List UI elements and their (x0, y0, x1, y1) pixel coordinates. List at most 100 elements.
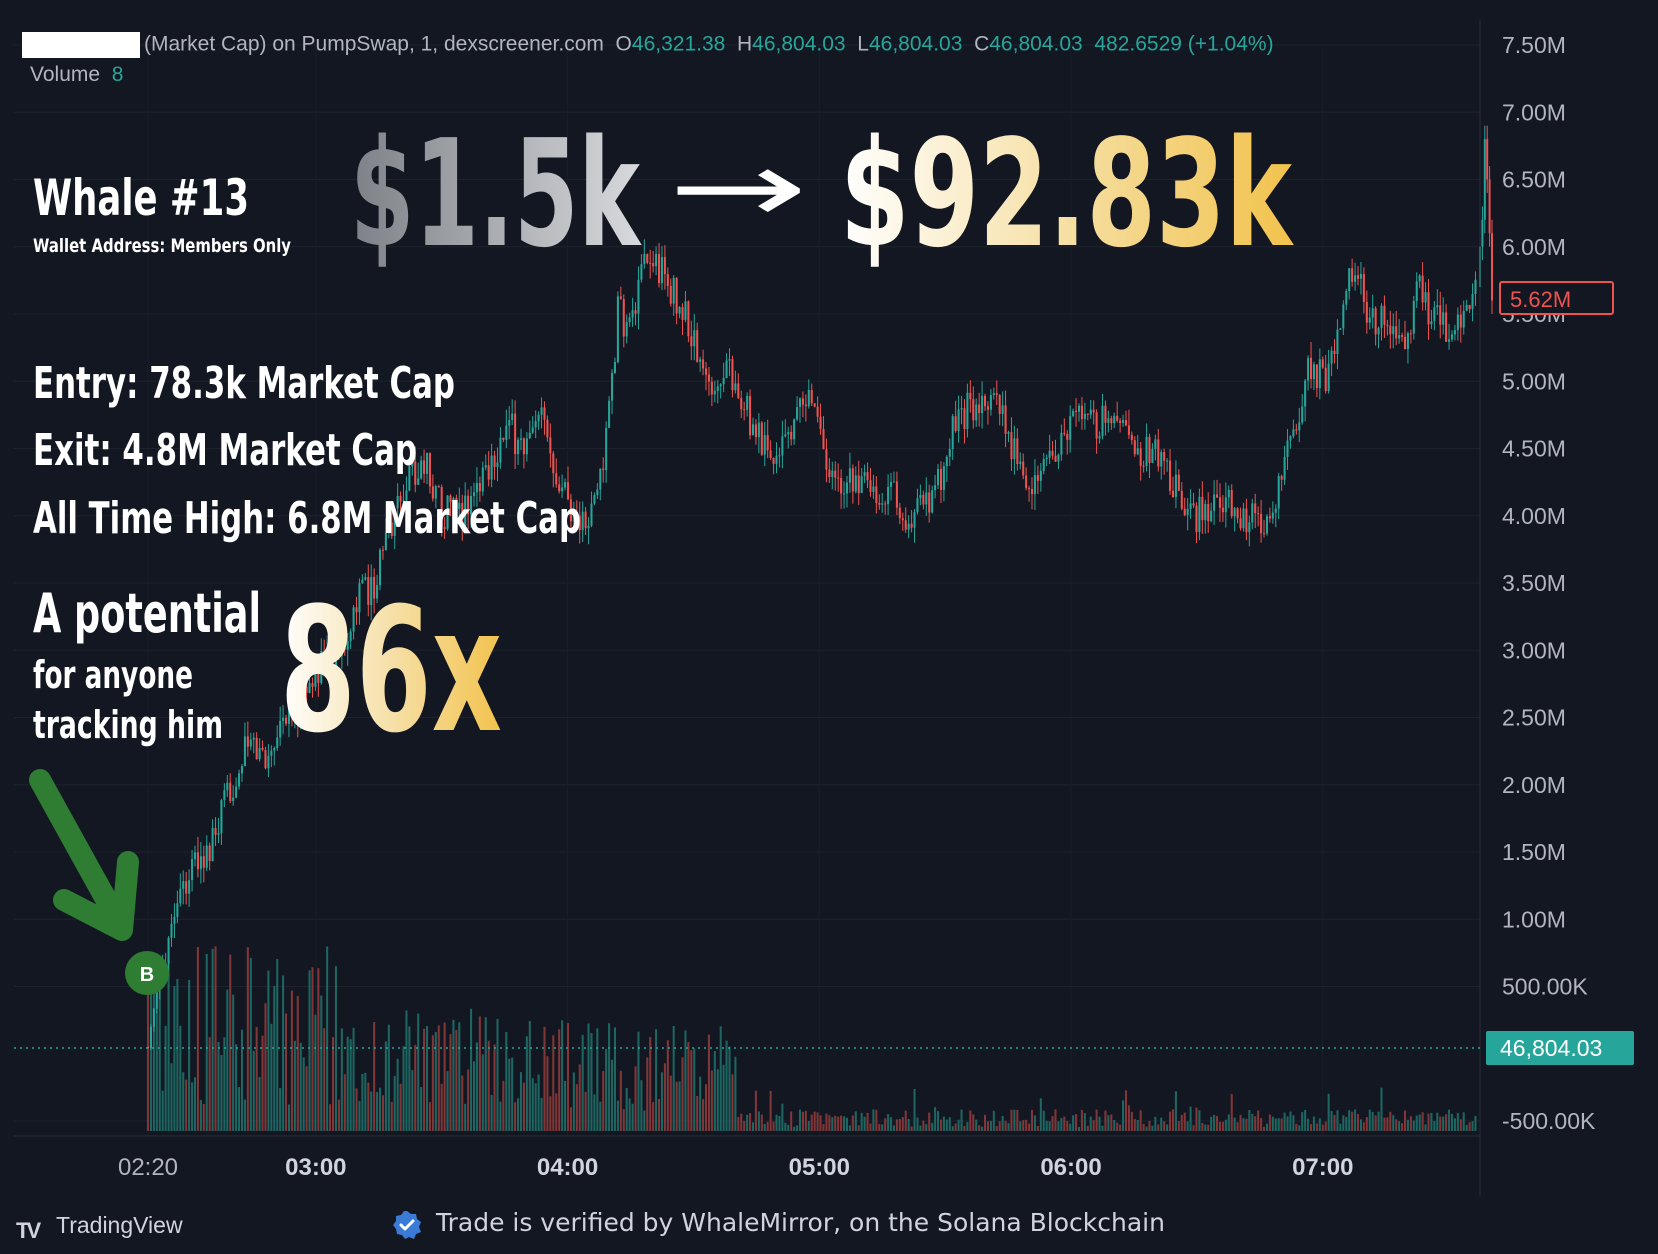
candle-body (1395, 326, 1398, 339)
candle-body (652, 263, 655, 267)
volume-bar (1039, 1098, 1042, 1131)
volume-bar (1224, 1119, 1227, 1131)
candle-body (340, 624, 343, 657)
volume-bar (913, 1088, 916, 1131)
candle-body (919, 494, 922, 499)
volume-bar (378, 1087, 382, 1131)
tradingview-logo-icon[interactable]: TV (16, 1218, 41, 1243)
candle-body (490, 455, 493, 480)
volume-bar (437, 1025, 440, 1131)
volume-bar (1218, 1121, 1221, 1131)
volume-bar (1386, 1117, 1389, 1131)
volume-bar (493, 1044, 496, 1131)
volume-bar (734, 1056, 737, 1131)
x-tick-label: 07:00 (1292, 1154, 1353, 1181)
volume-bar (901, 1117, 904, 1131)
volume-bar (214, 946, 217, 1131)
candle-body (331, 665, 335, 669)
candle-body (690, 336, 693, 347)
volume-bar (1025, 1119, 1028, 1131)
candle-body (649, 262, 652, 264)
candle-body (681, 307, 684, 320)
volume-bar (843, 1116, 846, 1131)
candle-body (1204, 504, 1207, 521)
candle-body (243, 736, 246, 767)
volume-bar (308, 970, 311, 1131)
volume-bar (1356, 1114, 1360, 1131)
candle-body (396, 496, 399, 509)
volume-bar (1433, 1120, 1436, 1131)
ohlc-change: 482.6529 (+1.04%) (1094, 32, 1274, 56)
candle-body (525, 438, 528, 455)
tradingview-brand[interactable]: TradingView (56, 1212, 183, 1238)
volume-bar (188, 980, 191, 1131)
volume-bar (593, 1094, 596, 1131)
volume-bar (1110, 1114, 1113, 1131)
candle-body (1136, 448, 1139, 455)
candle-body (446, 495, 449, 529)
volume-bar (290, 990, 293, 1131)
current-volume-label: 46,804.03 (1500, 1035, 1602, 1061)
candle-body (1186, 508, 1189, 516)
candle-body (666, 274, 669, 286)
candle-body (1486, 139, 1489, 180)
candle-body (1356, 275, 1360, 279)
candle-body (440, 486, 443, 528)
candle-body (1095, 412, 1098, 439)
candle-body (1010, 432, 1013, 460)
volume-bar (552, 1035, 555, 1131)
candle-body (1069, 416, 1072, 440)
candle-body (578, 515, 581, 531)
volume-bar (1072, 1115, 1075, 1131)
symbol-suffix[interactable]: (Market Cap) on PumpSwap, 1, dexscreener… (144, 32, 604, 56)
candle-body (916, 498, 919, 513)
candle-body (546, 419, 549, 438)
candle-body (317, 669, 320, 684)
volume-bar (223, 1037, 226, 1131)
volume-bar (1186, 1121, 1189, 1131)
volume-bar (1398, 1121, 1401, 1131)
ohlc-o-label: O (615, 32, 632, 56)
chart-header: (Market Cap) on PumpSwap, 1, dexscreener… (22, 32, 1274, 58)
candle-body (1171, 490, 1175, 498)
volume-bar (549, 1096, 552, 1131)
volume-bar (596, 1028, 599, 1131)
volume-bar (191, 1082, 194, 1131)
candle-body (1201, 496, 1204, 521)
candle-body (381, 549, 384, 551)
candle-body (616, 296, 619, 363)
volume-bar (1045, 1120, 1048, 1131)
candlestick-chart[interactable]: 7.50M7.00M6.50M6.00M5.50M5.00M4.50M4.00M… (0, 0, 1658, 1196)
candle-body (798, 398, 802, 407)
volume-bar (1242, 1118, 1245, 1131)
ath-text: All Time High: 6.8M Market Cap (33, 493, 581, 544)
volume-bar (1330, 1110, 1333, 1131)
volume-bar (892, 1125, 896, 1131)
candle-body (922, 494, 925, 505)
volume-bar (937, 1111, 940, 1131)
volume-bar (687, 1041, 690, 1131)
candle-body (1392, 326, 1395, 335)
x-tick-label: 05:00 (789, 1154, 850, 1181)
candle-body (1189, 503, 1192, 509)
candle-body (1277, 476, 1280, 509)
candle-body (1409, 333, 1412, 335)
x-tick-label: 04:00 (537, 1154, 598, 1181)
candle-body (461, 502, 464, 527)
volume-bar (1277, 1118, 1280, 1131)
volume-bar (840, 1115, 843, 1131)
current-price-badge (1499, 281, 1614, 315)
buy-marker[interactable]: B (125, 951, 169, 995)
volume-bar (1036, 1125, 1039, 1131)
candle-body (775, 455, 778, 464)
candle-body (981, 395, 984, 414)
candle-body (892, 481, 896, 483)
volume-bar (173, 986, 176, 1131)
volume-bar (1151, 1125, 1154, 1131)
volume-bar (340, 1028, 343, 1131)
candle-body (1292, 429, 1295, 437)
volume-bar (1016, 1109, 1019, 1131)
multiple-value: 86x (280, 570, 502, 771)
candle-body (1057, 454, 1060, 462)
candle-body (898, 507, 901, 519)
